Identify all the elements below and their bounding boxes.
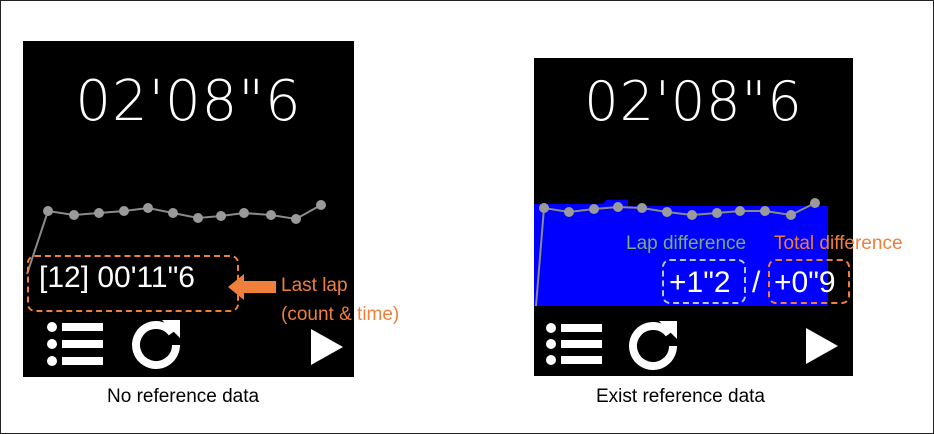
list-icon[interactable] bbox=[45, 319, 105, 369]
lap-dot bbox=[193, 213, 203, 223]
lap-dot bbox=[810, 198, 820, 208]
caption-with-reference: Exist reference data bbox=[596, 386, 765, 407]
total-difference-label: Total difference bbox=[774, 233, 903, 254]
lap-difference-label: Lap difference bbox=[626, 233, 747, 254]
lap-dot bbox=[687, 210, 697, 220]
lap-dot bbox=[291, 214, 301, 224]
total-time-display: 02'08"6 bbox=[584, 70, 803, 133]
lap-graph bbox=[26, 200, 326, 275]
lap-dot bbox=[216, 211, 226, 221]
lap-dot bbox=[786, 210, 796, 220]
last-lap-text: [12] 00'11"6 bbox=[39, 261, 195, 294]
lap-dot bbox=[43, 206, 53, 216]
lap-dot bbox=[589, 204, 599, 214]
reference-fill bbox=[534, 204, 604, 306]
refresh-icon[interactable] bbox=[627, 318, 679, 370]
lap-difference-value: +1"2 bbox=[669, 266, 731, 299]
lap-dot bbox=[735, 206, 745, 216]
lap-dot bbox=[239, 208, 249, 218]
lap-dot bbox=[613, 202, 623, 212]
lap-dot bbox=[712, 208, 722, 218]
list-icon[interactable] bbox=[544, 320, 604, 368]
arrow-left-icon bbox=[228, 274, 276, 300]
stopwatch-screen-no-reference: 02'08"6 [12] 00'11"6 bbox=[23, 41, 354, 377]
lap-dot bbox=[94, 208, 104, 218]
lap-dot bbox=[316, 200, 326, 210]
caption-no-reference: No reference data bbox=[107, 386, 260, 407]
lap-dot bbox=[539, 203, 549, 213]
play-icon[interactable] bbox=[804, 326, 840, 366]
lap-dot bbox=[143, 203, 153, 213]
last-lap-highlight-box bbox=[27, 255, 239, 312]
reference-fill bbox=[684, 208, 824, 306]
last-lap-annotation-detail: (count & time) bbox=[281, 304, 400, 325]
lap-graph bbox=[535, 198, 820, 307]
lap-dot bbox=[760, 206, 770, 216]
total-difference-value: +0"9 bbox=[774, 266, 836, 299]
lap-dot bbox=[69, 210, 79, 220]
lap-difference-highlight-box bbox=[662, 259, 746, 304]
total-difference-highlight-box bbox=[768, 259, 850, 304]
difference-separator: / bbox=[752, 266, 761, 299]
lap-dot bbox=[564, 207, 574, 217]
lap-dot bbox=[168, 208, 178, 218]
reference-fill bbox=[604, 202, 628, 306]
lap-dot bbox=[119, 206, 129, 216]
total-time-display: 02'08"6 bbox=[75, 69, 302, 134]
refresh-icon[interactable] bbox=[130, 317, 182, 369]
stopwatch-screen-with-reference: 02'08"6 +1"2 / +0"9 bbox=[534, 58, 853, 376]
play-icon[interactable] bbox=[309, 327, 345, 367]
last-lap-annotation: Last lap bbox=[281, 275, 348, 296]
lap-dot bbox=[662, 207, 672, 217]
lap-dot bbox=[266, 210, 276, 220]
lap-dot bbox=[637, 203, 647, 213]
